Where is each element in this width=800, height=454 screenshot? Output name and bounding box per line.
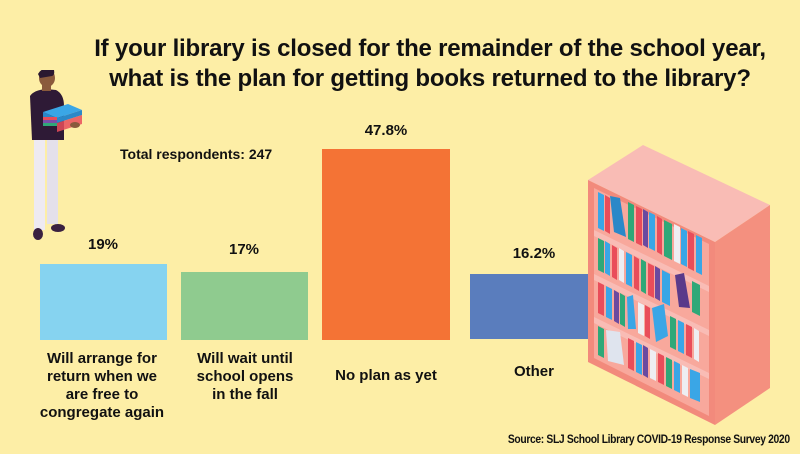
source-note: Source: SLJ School Library COVID-19 Resp… — [508, 432, 790, 446]
category-label-other: Other — [513, 363, 554, 380]
chart-title-line-1: If your library is closed for the remain… — [94, 35, 766, 62]
value-label-other: 16.2% — [512, 245, 556, 262]
bar-will-arrange — [40, 264, 167, 340]
chart-title-line-2: what is the plan for getting books retur… — [109, 65, 751, 92]
category-label-will-wait: Will wait until school opens in the fall — [196, 350, 294, 403]
value-label-will-arrange: 19% — [87, 236, 119, 253]
bar-other — [470, 274, 600, 339]
value-label-no-plan: 47.8% — [364, 122, 408, 139]
chart-title: If your library is closed for the remain… — [60, 34, 800, 94]
bar-will-wait — [181, 272, 308, 340]
bookshelf-icon — [588, 145, 770, 425]
respondents-note: Total respondents: 247 — [120, 146, 273, 162]
person-holding-books-icon — [30, 70, 82, 240]
value-label-will-wait: 17% — [228, 241, 260, 258]
category-label-no-plan: No plan as yet — [335, 367, 437, 384]
bar-no-plan — [322, 149, 450, 340]
category-label-will-arrange: Will arrange for return when we are free… — [39, 350, 165, 421]
